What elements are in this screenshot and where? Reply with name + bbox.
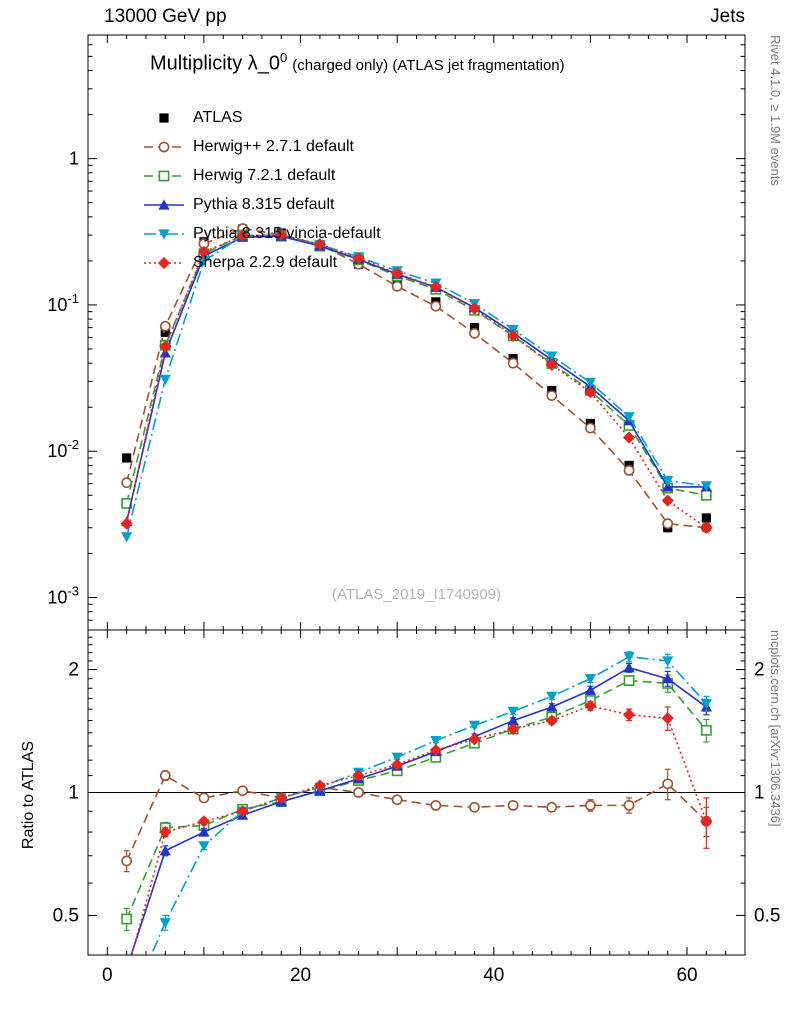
- legend: ATLAS Herwig++ 2.7.1 default Herwig 7.2.…: [142, 103, 381, 277]
- svg-text:10-1: 10-1: [47, 291, 79, 315]
- pythia-vincia-marker-icon: [144, 228, 184, 240]
- svg-text:10-2: 10-2: [47, 437, 79, 461]
- svg-text:2: 2: [754, 660, 765, 681]
- svg-text:60: 60: [676, 965, 697, 986]
- legend-label-atlas: ATLAS: [193, 108, 243, 126]
- mcplots-reference-note: mcplots.cern.ch [arXiv:1306.3436]: [768, 630, 783, 827]
- legend-label-herwig7: Herwig 7.2.1 default: [193, 166, 336, 184]
- plot-title-suffix: (charged only) (ATLAS jet fragmentation): [292, 56, 565, 74]
- legend-label-sherpa: Sherpa 2.2.9 default: [193, 253, 338, 271]
- svg-text:2: 2: [68, 660, 79, 681]
- legend-item-herwigpp: Herwig++ 2.7.1 default: [142, 132, 381, 161]
- svg-text:40: 40: [483, 965, 504, 986]
- legend-item-pythia-vincia: Pythia 8.315 vincia-default: [142, 219, 381, 248]
- sherpa-marker-icon: [144, 256, 184, 269]
- legend-label-pythia-vincia: Pythia 8.315 vincia-default: [193, 224, 381, 242]
- plot-title: Multiplicity λ_00 (charged only) (ATLAS j…: [150, 50, 565, 76]
- herwig7-marker-icon: [144, 170, 184, 181]
- svg-text:1: 1: [69, 149, 79, 169]
- plot-title-main: Multiplicity λ_0: [150, 52, 281, 75]
- herwigpp-marker-icon: [144, 141, 184, 152]
- plot-title-superscript: 0: [280, 50, 288, 65]
- ratio-axis-label: Ratio to ATLAS: [20, 740, 37, 850]
- atlas-marker-icon: [159, 112, 169, 123]
- legend-label-pythia-default: Pythia 8.315 default: [193, 195, 335, 213]
- svg-text:1: 1: [68, 783, 79, 804]
- analysis-id-watermark: (ATLAS_2019_I1740909): [331, 586, 501, 603]
- rivet-version-note: Rivet 4.1.0, ≥ 1.9M events: [768, 35, 783, 186]
- svg-text:20: 20: [290, 965, 311, 986]
- svg-text:0.5: 0.5: [53, 905, 79, 926]
- pythia-default-marker-icon: [144, 198, 184, 210]
- analysis-type-label: Jets: [710, 6, 745, 27]
- legend-item-sherpa: Sherpa 2.2.9 default: [142, 248, 381, 277]
- legend-item-pythia-default: Pythia 8.315 default: [142, 190, 381, 219]
- beam-energy-label: 13000 GeV pp: [104, 6, 227, 27]
- svg-text:0.5: 0.5: [754, 905, 780, 926]
- legend-item-atlas: ATLAS: [142, 103, 381, 132]
- legend-label-herwigpp: Herwig++ 2.7.1 default: [193, 137, 354, 155]
- legend-item-herwig7: Herwig 7.2.1 default: [142, 161, 381, 190]
- svg-text:0: 0: [102, 965, 113, 986]
- svg-text:10-3: 10-3: [47, 584, 79, 608]
- svg-text:1: 1: [754, 783, 765, 804]
